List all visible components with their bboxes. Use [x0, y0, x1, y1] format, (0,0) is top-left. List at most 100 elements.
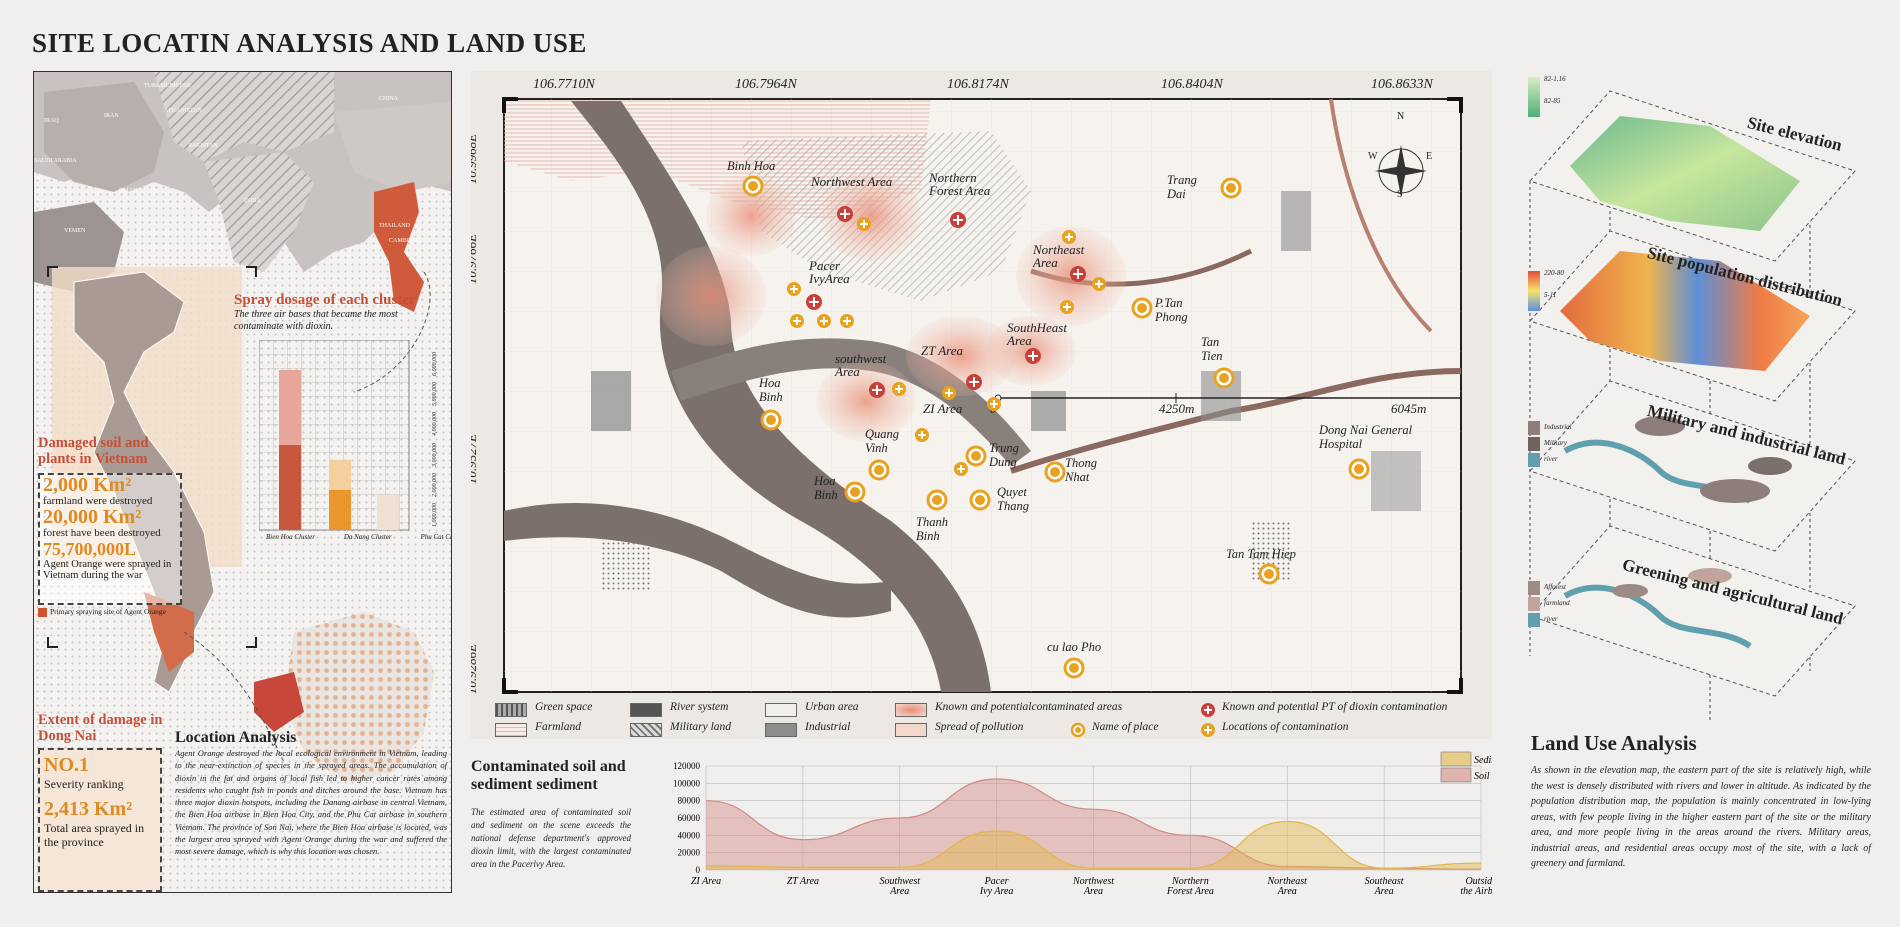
- legend-locations: Locations of contamination: [1222, 721, 1349, 733]
- series-line-soil: [705, 778, 1482, 870]
- contamination-location-icon: [941, 385, 957, 406]
- contamination-location-icon: [1200, 722, 1216, 743]
- contamination-location-icon: [1059, 299, 1075, 320]
- place-marker-icon: [1213, 367, 1235, 394]
- stat-agent-orange-value: 75,700,000L: [43, 539, 137, 559]
- sediment-area-chart: 0 20000 40000 60000 80000 100000 120000 ZI Area…: [673, 751, 1492, 897]
- map-canvas: [471, 71, 1492, 739]
- place-marker-icon: [760, 409, 782, 436]
- y-tick-label: 40000: [678, 830, 701, 840]
- bar-da-nang: [329, 490, 351, 530]
- dioxin-pt-icon: [805, 293, 823, 316]
- place-marker-icon: [1070, 722, 1086, 743]
- legend-urban: Urban area: [805, 701, 859, 713]
- legend-value: 82-1.16: [1544, 75, 1566, 83]
- legend-value: 5-11: [1544, 291, 1557, 299]
- site-map: 106.7710N 106.7964N 106.8174N 106.8404N …: [471, 71, 1492, 739]
- legend-swatch: [765, 723, 797, 737]
- axis-tick: 4,000,000: [432, 412, 438, 437]
- area-southwest: southwest Area: [835, 351, 887, 379]
- area-northeast: Northeast Area: [1033, 242, 1085, 270]
- svg-text:THAILAND: THAILAND: [379, 223, 411, 229]
- legend-value: river: [1544, 455, 1558, 463]
- x-tick-label: Northern Forest Area: [1166, 876, 1214, 897]
- legend-value: 82-85: [1544, 97, 1561, 105]
- legend-label: Primary spraying site of Agent Orange: [50, 607, 167, 616]
- stat-agent-orange-label: Agent Orange were sprayed in Vietnam dur…: [43, 559, 172, 581]
- series-line-sediment: [705, 820, 1482, 869]
- place-marker-icon: [969, 489, 991, 516]
- place-dong-nai-hospital: Dong Nai General Hospital: [1319, 423, 1413, 451]
- extent-title: Extent of damage in Dong Nai: [38, 712, 163, 744]
- svg-text:TURKMENISTAN: TURKMENISTAN: [144, 83, 192, 89]
- stat-forest-value: 20,000 Km²: [43, 506, 142, 528]
- legend-dioxin-pt: Known and potential PT of dioxin contami…: [1222, 701, 1448, 713]
- area-pacer-ivy: Pacer IvyArea: [809, 258, 850, 286]
- place-tan-tam-hiep: Tan Tam Hiep: [1226, 547, 1296, 561]
- compass-w: W: [1368, 151, 1378, 162]
- legend-spread: Spread of pollution: [935, 721, 1024, 733]
- map-legend: Green space Farmland River system Milita…: [495, 700, 1485, 740]
- place-marker-icon: [742, 175, 764, 202]
- legend-label: Soil: [1474, 771, 1490, 782]
- legend-value: 220-80: [1544, 269, 1564, 277]
- stat-farmland-label: farmland were destroyed: [43, 495, 153, 507]
- place-marker-icon: [965, 445, 987, 472]
- y-tick-label: 20000: [678, 848, 701, 858]
- axis-tick: 3,000,000: [432, 442, 438, 467]
- scale-4250: 4250m: [1159, 401, 1195, 416]
- place-marker-icon: [1063, 657, 1085, 684]
- contamination-location-icon: [914, 427, 930, 448]
- contamination-location-icon: [986, 396, 1002, 417]
- x-tick-label: Southwest Area: [879, 876, 920, 897]
- place-trung-dung: Trung Dung: [989, 441, 1019, 469]
- legend-swatch: [38, 608, 47, 617]
- y-tick-label: 120000: [673, 761, 701, 771]
- dioxin-pt-icon: [868, 381, 886, 404]
- area-zt: ZT Area: [921, 343, 964, 358]
- cluster-label: Da Nang Cluster: [343, 533, 392, 541]
- area-northern-forest: Northern Forest Area: [929, 170, 991, 198]
- place-binh-hoa: Binh Hoa: [727, 159, 776, 173]
- x-tick-label: Southeast Area: [1365, 876, 1404, 897]
- layer-stack: [1528, 77, 1856, 721]
- damaged-title: Damaged soil and plants in Vietnam: [38, 435, 149, 467]
- area-value: 2,413 Km²: [44, 798, 133, 820]
- damage-stats-box: 2,000 Km² farmland were destroyed 20,000…: [38, 473, 182, 605]
- place-hoa-binh: Hoa Binh: [759, 376, 783, 404]
- legend-contaminated: Known and potentialcontaminated areas: [935, 701, 1123, 713]
- military-legend: Industrial Military river: [1544, 419, 1572, 467]
- place-marker-icon: [844, 481, 866, 508]
- primary-spray-legend: Primary spraying site of Agent Orange: [38, 607, 215, 617]
- elev-legend: 82-1.16 82-85: [1544, 75, 1566, 105]
- legend-swatch: [495, 723, 527, 737]
- svg-text:CHINA: CHINA: [379, 96, 399, 102]
- contamination-location-icon: [1091, 276, 1107, 297]
- svg-text:SAUDI ARABIA: SAUDI ARABIA: [34, 158, 77, 164]
- location-title: Location Analysis: [175, 729, 297, 746]
- location-analysis: Location Analysis Agent Orange destroyed…: [175, 729, 447, 858]
- legend-farmland: Farmland: [535, 721, 581, 733]
- axis-tick: 5,000,000: [432, 382, 438, 407]
- lon-label: 106.8404N: [1161, 77, 1223, 92]
- place-quang-vinh: Quang Vinh: [865, 427, 900, 455]
- extent-box: NO.1 Severity ranking 2,413 Km² Total ar…: [38, 748, 162, 892]
- lat-label: 10.9968E: [471, 133, 480, 185]
- scale-6045: 6045m: [1391, 401, 1427, 416]
- spray-desc: The three air bases that became the most…: [234, 309, 398, 332]
- legend-swatch: [1440, 767, 1472, 783]
- contamination-location-icon: [816, 313, 832, 334]
- legend-value: farmland: [1544, 599, 1570, 607]
- compass-n: N: [1397, 111, 1405, 122]
- place-tan-tien: Tan Tien: [1201, 335, 1223, 363]
- place-quyet-thang: Quyet Thang: [997, 485, 1029, 513]
- contamination-location-icon: [786, 281, 802, 302]
- svg-text:CAMBODIA: CAMBODIA: [389, 238, 422, 244]
- contamination-location-icon: [1061, 229, 1077, 250]
- legend-swatch: [765, 703, 797, 717]
- page-title: SITE LOCATIN ANALYSIS AND LAND USE: [32, 28, 587, 58]
- spray-bar-chart: [259, 340, 410, 531]
- place-marker-icon: [1044, 461, 1066, 488]
- lon-label: 106.7964N: [735, 77, 797, 92]
- area-zi: ZI Area: [923, 401, 963, 416]
